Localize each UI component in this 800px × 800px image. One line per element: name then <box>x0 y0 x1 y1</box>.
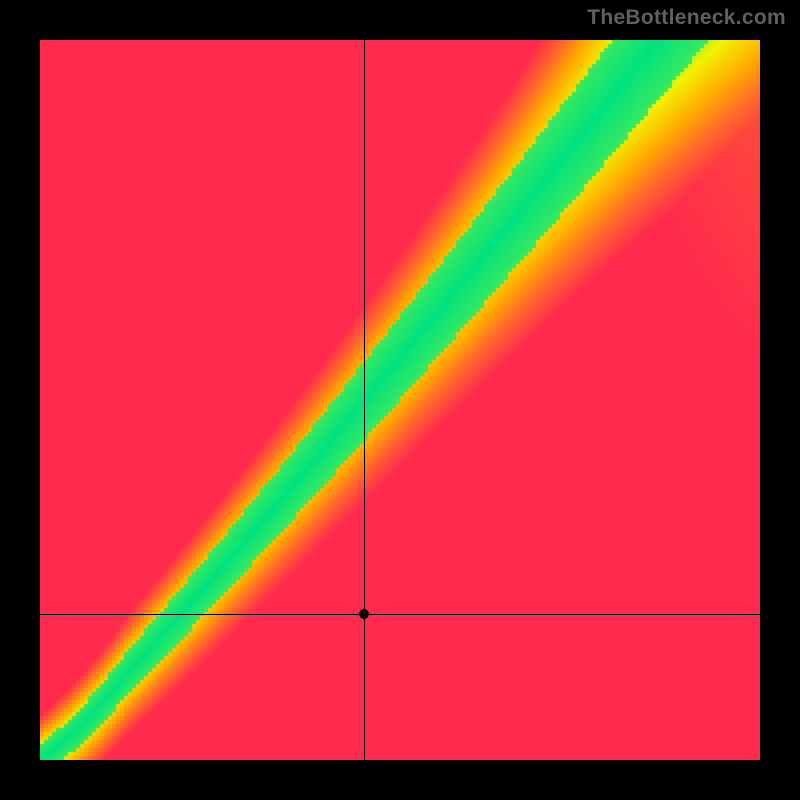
heatmap-canvas <box>40 40 760 760</box>
heatmap-plot <box>40 40 760 760</box>
site-attribution: TheBottleneck.com <box>587 6 786 30</box>
